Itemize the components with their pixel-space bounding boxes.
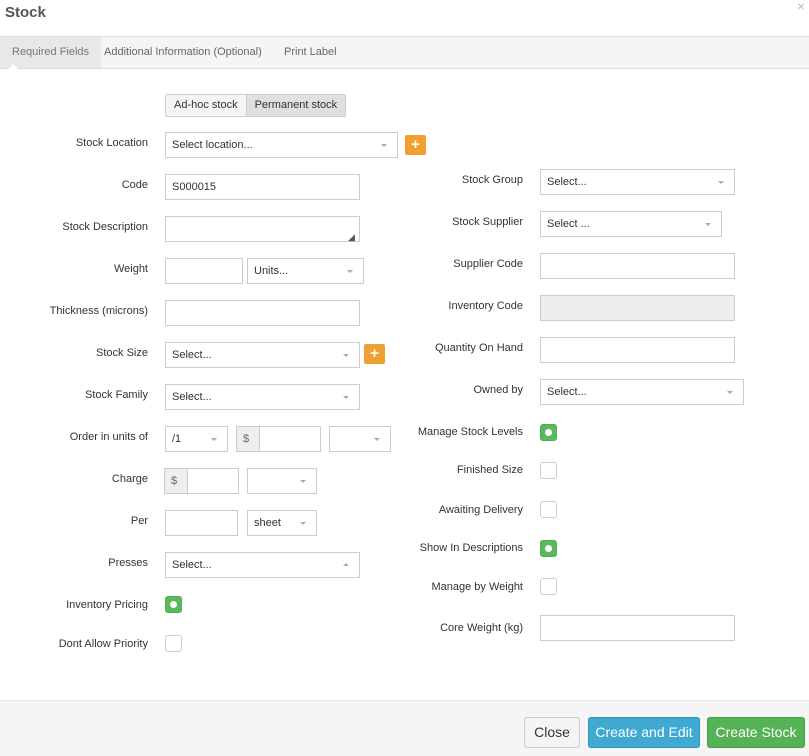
supplier-code-label: Supplier Code (453, 258, 523, 270)
awaiting-delivery-label: Awaiting Delivery (438, 504, 523, 516)
stock-family-label: Stock Family (85, 389, 148, 401)
thickness-label: Thickness (microns) (49, 305, 148, 317)
weight-label: Weight (113, 263, 148, 275)
tab-print-label[interactable]: Print Label (284, 46, 337, 58)
core-weight-input[interactable] (540, 615, 735, 641)
permanent-stock-button[interactable]: Permanent stock (245, 95, 346, 116)
order-units-label: Order in units of (69, 431, 148, 443)
stock-supplier-label: Stock Supplier (452, 216, 523, 228)
stock-group-select[interactable]: Select... (540, 169, 735, 195)
resize-handle-icon[interactable]: ◢ (348, 232, 355, 242)
inventory-pricing-checkbox[interactable] (165, 596, 182, 613)
dont-allow-priority-checkbox[interactable] (165, 635, 182, 652)
stock-size-select[interactable]: Select... (165, 342, 360, 368)
dont-allow-priority-label: Dont Allow Priority (58, 638, 148, 650)
add-size-plus-icon[interactable]: + (364, 344, 385, 364)
weight-input[interactable] (165, 258, 243, 284)
charge-label: Charge (111, 473, 148, 485)
manage-by-weight-checkbox[interactable] (540, 578, 557, 595)
dialog-title: Stock (5, 4, 46, 21)
inventory-pricing-label: Inventory Pricing (66, 599, 148, 611)
awaiting-delivery-checkbox[interactable] (540, 501, 557, 518)
create-stock-button[interactable]: Create Stock (707, 717, 805, 748)
close-button[interactable]: Close (524, 717, 580, 748)
thickness-input[interactable] (165, 300, 360, 326)
close-icon[interactable]: × (796, 0, 805, 14)
finished-size-checkbox[interactable] (540, 462, 557, 479)
show-in-descriptions-checkbox[interactable] (540, 540, 557, 557)
show-in-descriptions-label: Show In Descriptions (419, 542, 523, 554)
owned-by-select[interactable]: Select... (540, 379, 744, 405)
per-input[interactable] (165, 510, 238, 536)
stock-location-select[interactable]: Select location... (165, 132, 398, 158)
core-weight-label: Core Weight (kg) (440, 622, 523, 634)
order-units-select[interactable]: /1 (165, 426, 228, 452)
adhoc-stock-button[interactable]: Ad-hoc stock (166, 95, 246, 116)
stock-family-select[interactable]: Select... (165, 384, 360, 410)
add-location-plus-icon[interactable]: + (405, 135, 426, 155)
inventory-code-input (540, 295, 735, 321)
create-and-edit-button[interactable]: Create and Edit (588, 717, 700, 748)
manage-stock-levels-label: Manage Stock Levels (417, 426, 523, 438)
owned-by-label: Owned by (473, 384, 523, 396)
manage-stock-levels-checkbox[interactable] (540, 424, 557, 441)
manage-by-weight-label: Manage by Weight (431, 581, 523, 593)
quantity-on-hand-label: Quantity On Hand (434, 342, 523, 354)
stock-group-label: Stock Group (461, 174, 523, 186)
stock-location-label: Stock Location (75, 137, 148, 149)
stock-description-textarea[interactable] (165, 216, 360, 242)
stock-type-toggle: Ad-hoc stock Permanent stock (165, 94, 347, 117)
quantity-on-hand-input[interactable] (540, 337, 735, 363)
code-input[interactable]: S000015 (165, 174, 360, 200)
charge-unit-select[interactable] (247, 468, 317, 494)
stock-supplier-select[interactable]: Select ... (540, 211, 722, 237)
order-price-input[interactable] (259, 426, 321, 452)
finished-size-label: Finished Size (456, 464, 523, 476)
charge-input[interactable] (187, 468, 239, 494)
tab-additional-information[interactable]: Additional Information (Optional) (104, 46, 262, 58)
presses-label: Presses (108, 557, 148, 569)
per-unit-select[interactable]: sheet (247, 510, 317, 536)
supplier-code-input[interactable] (540, 253, 735, 279)
tab-bar: Required Fields Additional Information (… (0, 36, 809, 69)
presses-select[interactable]: Select... (165, 552, 360, 578)
weight-units-select[interactable]: Units... (247, 258, 364, 284)
charge-currency-addon: $ (164, 468, 188, 494)
inventory-code-label: Inventory Code (448, 300, 523, 312)
code-label: Code (121, 179, 148, 191)
stock-description-label: Stock Description (62, 221, 148, 233)
tab-required-fields[interactable]: Required Fields (0, 37, 102, 69)
per-label: Per (130, 515, 148, 527)
stock-size-label: Stock Size (96, 347, 148, 359)
order-unit-select[interactable] (329, 426, 391, 452)
